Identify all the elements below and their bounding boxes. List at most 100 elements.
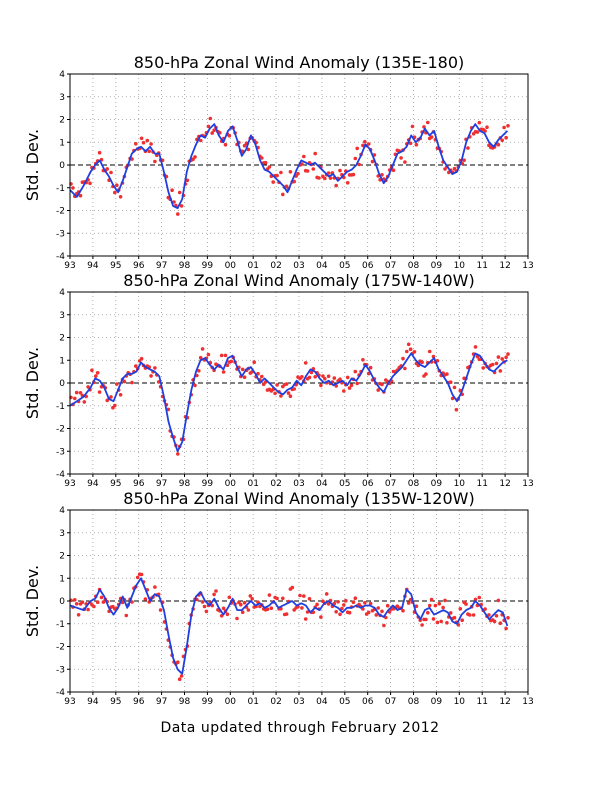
data-point: [275, 383, 279, 387]
data-point: [193, 383, 197, 388]
data-point: [242, 375, 247, 380]
x-tick-label: 05: [339, 261, 350, 271]
y-tick-label: 1: [59, 356, 65, 366]
x-tick-label: 03: [293, 479, 304, 489]
data-point: [452, 385, 457, 390]
y-tick-label: 0: [59, 597, 65, 607]
data-point: [115, 183, 119, 187]
data-point: [437, 601, 442, 606]
data-point: [223, 353, 228, 358]
data-point: [380, 609, 384, 614]
data-point: [433, 603, 438, 608]
x-tick-label: 99: [202, 697, 214, 707]
y-tick-label: -4: [56, 688, 65, 698]
y-tick-label: 2: [59, 552, 65, 562]
data-point: [227, 133, 232, 138]
data-point: [435, 620, 440, 625]
data-point: [113, 403, 117, 408]
data-point: [248, 594, 253, 598]
data-point: [366, 610, 371, 615]
data-point: [326, 602, 331, 606]
data-point: [406, 342, 411, 347]
x-tick-label: 11: [476, 479, 487, 489]
y-tick-label: -3: [56, 665, 65, 675]
data-point: [225, 612, 230, 617]
x-tick-label: 94: [87, 261, 99, 271]
data-point: [139, 136, 144, 141]
data-point: [252, 360, 256, 365]
x-tick-label: 09: [431, 261, 443, 271]
data-point: [284, 184, 289, 189]
data-point: [477, 120, 482, 125]
data-point: [323, 376, 327, 381]
data-point: [286, 391, 291, 395]
data-point: [130, 600, 134, 604]
y-tick-label: 3: [59, 93, 65, 103]
x-tick-label: 08: [408, 261, 420, 271]
y-tick-label: -2: [56, 207, 65, 217]
data-point: [471, 613, 476, 617]
data-point: [332, 376, 337, 380]
data-point: [97, 150, 102, 155]
data-point: [473, 345, 478, 349]
x-tick-label: 00: [225, 261, 237, 271]
data-point: [288, 394, 293, 399]
data-point: [426, 610, 430, 615]
data-point: [366, 142, 371, 146]
data-point: [78, 193, 83, 198]
data-point: [370, 159, 375, 164]
x-tick-label: 09: [431, 479, 443, 489]
y-tick-label: -1: [56, 184, 65, 194]
data-point: [374, 613, 379, 617]
data-point: [462, 158, 466, 162]
x-tick-label: 00: [225, 697, 237, 707]
data-point: [246, 147, 251, 152]
data-point: [305, 610, 310, 614]
y-tick-label: -2: [56, 425, 65, 435]
data-point: [305, 169, 310, 173]
data-point: [95, 600, 100, 604]
data-point: [340, 606, 344, 611]
x-tick-label: 10: [454, 697, 466, 707]
data-point: [443, 598, 447, 603]
y-tick-label: 4: [59, 506, 65, 516]
data-point: [139, 356, 144, 361]
x-tick-label: 08: [408, 479, 420, 489]
data-point: [506, 124, 510, 128]
data-point: [86, 607, 90, 612]
data-point: [500, 357, 505, 361]
y-tick-label: -1: [56, 402, 65, 412]
x-tick-label: 97: [156, 479, 167, 489]
data-point: [313, 375, 318, 379]
y-tick-label: 1: [59, 138, 65, 148]
data-point: [221, 606, 226, 611]
chart-panel-1: 850-hPa Zonal Wind Anomaly (135E-180) Std…: [23, 53, 534, 271]
data-point: [311, 167, 316, 171]
data-point: [380, 382, 384, 387]
x-tick-label: 07: [385, 697, 396, 707]
data-point: [143, 597, 148, 601]
y-tick-label: -2: [56, 643, 65, 653]
data-point: [130, 380, 134, 385]
y-tick-label: -4: [56, 470, 65, 480]
data-point: [271, 180, 276, 184]
data-point: [221, 370, 226, 374]
data-point: [240, 610, 245, 614]
x-tick-label: 11: [476, 697, 487, 707]
data-point: [200, 347, 205, 351]
data-point: [490, 362, 495, 367]
data-point: [458, 607, 463, 611]
data-point: [101, 600, 106, 604]
data-point: [481, 366, 486, 370]
data-point: [223, 142, 228, 147]
data-point: [452, 615, 457, 620]
data-point: [401, 608, 405, 613]
x-tick-label: 04: [316, 479, 328, 489]
data-point: [323, 176, 327, 181]
y-tick-label: 2: [59, 116, 65, 126]
data-point: [464, 602, 468, 606]
smoothed-series-line: [69, 577, 509, 675]
data-point: [153, 159, 157, 164]
data-point: [475, 130, 480, 134]
